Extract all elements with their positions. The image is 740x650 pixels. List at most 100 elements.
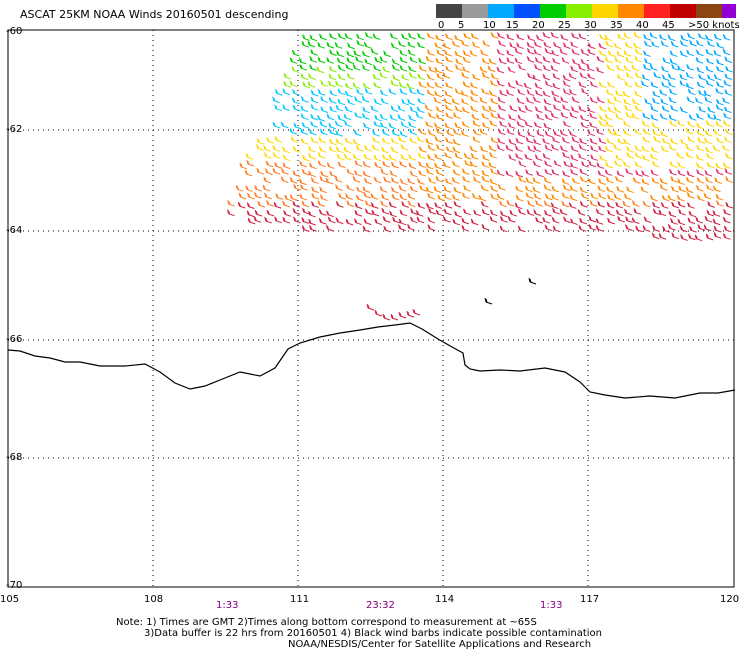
wind-barb	[615, 113, 624, 120]
wind-barb	[346, 200, 355, 208]
wind-barb	[353, 50, 361, 57]
wind-barb	[623, 65, 632, 72]
wind-barb	[434, 162, 442, 170]
wind-barb	[425, 120, 433, 128]
wind-barb	[428, 177, 436, 184]
wind-barb	[397, 105, 406, 112]
wind-barb	[707, 201, 716, 208]
wind-barb	[508, 138, 517, 146]
wind-barb	[401, 74, 409, 81]
wind-barb	[482, 154, 490, 161]
wind-barb	[470, 218, 479, 226]
wind-barb	[289, 128, 298, 135]
wind-barb	[527, 200, 535, 207]
wind-barb	[613, 96, 622, 103]
wind-barb	[479, 97, 488, 104]
wind-barb	[680, 40, 688, 47]
wind-barb	[725, 176, 733, 183]
wind-barb	[274, 216, 282, 224]
wind-barb	[354, 170, 362, 177]
wind-barb	[703, 90, 712, 97]
wind-barb	[497, 183, 506, 191]
wind-barb	[263, 176, 272, 184]
wind-barb	[515, 153, 523, 160]
wind-barb	[299, 160, 307, 168]
wind-barb	[373, 120, 382, 128]
wind-barb	[370, 48, 379, 55]
wind-barb	[671, 232, 680, 240]
wind-barb	[275, 193, 284, 200]
lon-label: 117	[580, 594, 600, 605]
wind-barb	[309, 34, 318, 42]
wind-barb	[280, 176, 289, 183]
wind-barb	[536, 130, 545, 137]
wind-barb	[434, 66, 443, 74]
wind-barb	[391, 64, 400, 72]
lat-label: -64	[6, 225, 23, 236]
wind-barb	[462, 81, 471, 88]
wind-barb	[489, 151, 497, 159]
wind-barb	[345, 82, 353, 90]
wind-barb	[289, 177, 298, 184]
wind-barb	[335, 130, 343, 137]
wind-barb	[551, 143, 559, 151]
wind-barb	[290, 136, 299, 144]
wind-barb	[571, 106, 579, 113]
wind-barb	[697, 137, 706, 144]
wind-barb	[406, 82, 415, 90]
wind-barb	[712, 145, 721, 152]
wind-barb	[399, 160, 407, 168]
wind-barb	[604, 169, 613, 176]
wind-barb	[577, 209, 586, 216]
wind-barb	[562, 151, 570, 159]
wind-barb	[310, 96, 319, 104]
legend-label: 5	[458, 20, 465, 31]
wind-barb	[490, 32, 499, 39]
wind-barb	[496, 66, 505, 74]
wind-barb	[588, 215, 597, 223]
wind-barb	[561, 136, 570, 144]
wind-barb	[561, 192, 570, 199]
wind-barb	[704, 96, 713, 103]
wind-barb	[598, 137, 607, 144]
wind-barb	[473, 176, 481, 184]
wind-barb	[524, 153, 533, 161]
wind-barb	[239, 162, 248, 170]
wind-barb	[506, 49, 514, 57]
wind-barb	[427, 216, 436, 224]
wind-barb	[298, 57, 307, 65]
wind-barb	[679, 73, 688, 81]
legend-swatch	[514, 4, 540, 18]
wind-barb	[392, 216, 400, 224]
wind-barb	[417, 32, 425, 40]
lat-label: -62	[6, 124, 23, 135]
wind-barb	[514, 202, 523, 210]
wind-barb	[488, 105, 497, 113]
wind-barb	[723, 208, 731, 216]
wind-barb	[337, 161, 346, 168]
wind-barb	[659, 89, 667, 96]
wind-barb	[310, 177, 319, 184]
wind-barb	[526, 41, 535, 49]
wind-barb	[499, 200, 507, 208]
wind-barb	[401, 98, 410, 106]
wind-barb	[301, 122, 310, 129]
wind-barb	[615, 175, 623, 183]
wind-barb	[507, 216, 516, 223]
wind-barb	[568, 130, 577, 137]
wind-barb	[274, 162, 282, 169]
wind-barb	[508, 114, 516, 121]
wind-barb	[704, 215, 713, 223]
wind-barb	[605, 176, 614, 184]
wind-barb	[677, 169, 686, 177]
wind-barb	[326, 113, 335, 121]
wind-barb	[462, 56, 471, 64]
wind-barb	[616, 64, 624, 72]
wind-barb	[640, 186, 649, 194]
wind-barb	[407, 98, 415, 106]
wind-barb	[518, 175, 527, 183]
wind-barb	[480, 145, 488, 153]
wind-barb	[244, 169, 253, 177]
wind-barb	[329, 105, 338, 113]
wind-barb	[235, 185, 244, 192]
